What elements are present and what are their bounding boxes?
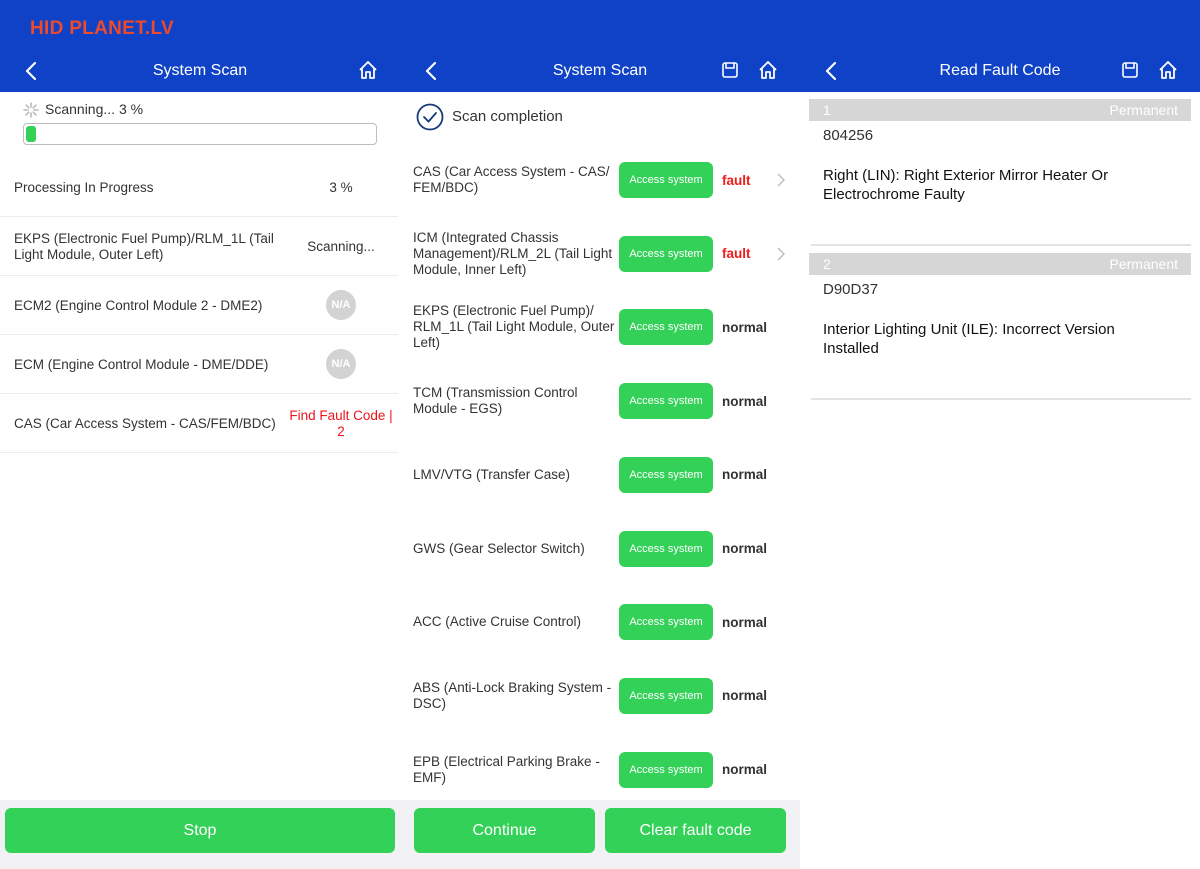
scan-status: Scanning... 3 % — [45, 101, 144, 117]
module-name: CAS (Car Access System - CAS/ FEM/BDC) — [413, 164, 610, 195]
module-name: EKPS (Electronic Fuel Pump)/RLM_1L (Tail… — [14, 230, 274, 262]
scan-result: 3 % — [329, 179, 353, 195]
module-status: normal — [722, 541, 768, 556]
access-button[interactable]: Access system — [619, 677, 713, 714]
module-status: normal — [722, 762, 768, 778]
progress-bar — [23, 123, 377, 145]
module-name: Processing In Progress — [14, 179, 154, 195]
fault-index: 2 — [823, 256, 831, 272]
spinner — [22, 101, 40, 119]
scan-row — [0, 276, 398, 335]
scan-result: Find Fault Code | 2 — [289, 407, 393, 439]
progress-fill — [26, 126, 37, 142]
check-icon-svg — [416, 103, 444, 131]
stop-button[interactable]: Stop — [5, 808, 395, 853]
module-status: normal — [722, 614, 768, 630]
module-name: EPB (Electrical Parking Brake - EMF) — [413, 753, 600, 785]
back-button[interactable] — [22, 60, 42, 82]
fault-index: 1 — [823, 102, 831, 118]
module-name: ICM (Integrated Chassis Management)/RLM_… — [413, 229, 613, 277]
module-status: normal — [722, 467, 768, 483]
na-badge: N/A — [326, 349, 356, 379]
module-status: normal — [722, 393, 768, 409]
action-button[interactable]: Clear fault code — [605, 808, 786, 853]
module-status: normal — [722, 319, 768, 335]
header-title: Read Fault Code — [939, 62, 1061, 79]
module-name: ACC (Active Cruise Control) — [413, 614, 582, 630]
access-button[interactable]: Access system — [619, 604, 713, 641]
scan-result: Scanning... — [307, 238, 375, 254]
na-badge: N/A — [326, 290, 356, 320]
access-button[interactable]: Access system — [619, 235, 713, 272]
access-button[interactable]: Access system — [619, 309, 713, 346]
fault-type: Permanent — [1109, 102, 1178, 118]
access-button[interactable]: Access system — [619, 751, 713, 788]
fault-type: Permanent — [1109, 256, 1178, 272]
check-icon — [416, 103, 444, 131]
module-name: ABS (Anti-Lock Braking System - DSC) — [413, 679, 612, 711]
module-status: fault — [722, 172, 751, 188]
scan-row — [0, 158, 398, 217]
module-status: fault — [722, 246, 751, 262]
module-name: ECM2 (Engine Control Module 2 - DME2) — [14, 297, 263, 313]
fault-description: Right (LIN): Right Exterior Mirror Heate… — [823, 167, 1109, 203]
header-title: System Scan — [152, 62, 248, 79]
save-button-svg — [1122, 62, 1138, 78]
module-name: GWS (Gear Selector Switch) — [413, 540, 585, 556]
back-button-svg — [825, 61, 837, 81]
scan-row — [0, 335, 398, 394]
module-name: CAS (Car Access System - CAS/FEM/BDC) — [14, 415, 276, 431]
home-button-svg — [1159, 61, 1177, 79]
module-name: LMV/VTG (Transfer Case) — [413, 466, 571, 482]
module-name: ECM (Engine Control Module - DME/DDE) — [14, 356, 269, 372]
fault-header — [809, 253, 1191, 275]
module-status: normal — [722, 688, 768, 704]
detail-arrow[interactable] — [775, 246, 787, 262]
detail-arrow-svg — [777, 173, 785, 187]
access-button[interactable]: Access system — [619, 383, 713, 420]
header-title: System Scan — [552, 62, 648, 79]
save-button-svg — [722, 62, 738, 78]
module-name: EKPS (Electronic Fuel Pump)/ RLM_1L (Tai… — [413, 303, 615, 351]
access-button[interactable]: Access system — [619, 456, 713, 493]
fault-divider — [811, 398, 1191, 400]
home-button[interactable] — [757, 59, 779, 81]
fault-divider — [811, 244, 1191, 246]
fault-header — [809, 99, 1191, 121]
scan-row — [0, 394, 398, 453]
save-button[interactable] — [1121, 61, 1139, 79]
detail-arrow[interactable] — [775, 172, 787, 188]
back-button-svg — [25, 61, 37, 81]
home-button-svg — [359, 61, 377, 79]
spinner-svg — [23, 102, 39, 118]
fault-code: 804256 — [823, 127, 874, 144]
module-name: TCM (Transmission Control Module - EGS) — [413, 385, 578, 417]
fault-description: Interior Lighting Unit (ILE): Incorrect … — [823, 321, 1115, 357]
home-button-svg — [759, 61, 777, 79]
back-button[interactable] — [822, 60, 842, 82]
access-button[interactable]: Access system — [619, 162, 713, 198]
action-button[interactable]: Continue — [414, 808, 595, 853]
scan-status: Scan completion — [452, 108, 563, 125]
detail-arrow-svg — [777, 247, 785, 261]
home-button[interactable] — [357, 59, 379, 81]
access-button[interactable]: Access system — [619, 530, 713, 567]
brand: HID PLANET.LV — [30, 18, 174, 39]
back-button-svg — [425, 61, 437, 81]
back-button[interactable] — [422, 60, 442, 82]
save-button[interactable] — [721, 61, 739, 79]
home-button[interactable] — [1157, 59, 1179, 81]
scan-row — [0, 217, 398, 276]
top-bar — [0, 0, 1200, 92]
fault-code: D90D37 — [823, 281, 879, 298]
